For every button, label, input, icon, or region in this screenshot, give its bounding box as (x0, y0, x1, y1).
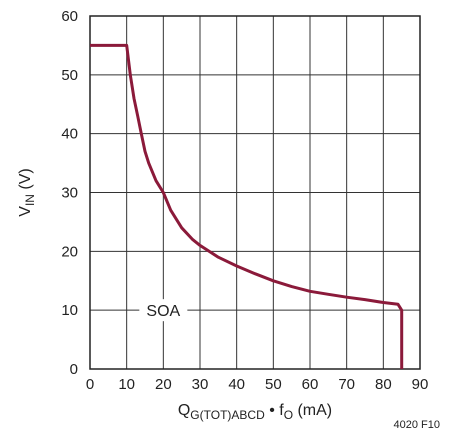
y-tick-label-30: 30 (61, 185, 78, 202)
x-tick-label-30: 30 (192, 376, 209, 393)
x-tick-label-80: 80 (375, 376, 392, 393)
plot-frame (89, 15, 421, 370)
x-tick-label-20: 20 (155, 376, 172, 393)
x-tick-label-70: 70 (338, 376, 355, 393)
x-tick-label-90: 90 (412, 376, 429, 393)
x-tick-label-0: 0 (86, 376, 94, 393)
figure-id: 4020 F10 (394, 419, 440, 431)
annotation-background-0 (139, 299, 188, 322)
x-axis-label: QG(TOT)ABCD • fO (mA) (178, 402, 332, 422)
y-tick-label-0: 0 (70, 361, 78, 378)
series-line-soa-boundary (90, 43, 404, 369)
annotations: SOA (139, 299, 188, 322)
y-tick-label-10: 10 (61, 302, 78, 319)
x-tick-label-60: 60 (302, 376, 319, 393)
tick-labels: 0 10 20 30 40 50 60 70 80 90 0 10 20 30 40 50 60 (61, 8, 428, 393)
x-tick-label-10: 10 (118, 376, 135, 393)
x-tick-label-50: 50 (265, 376, 282, 393)
annotation-soa: SOA (146, 303, 180, 320)
y-tick-label-60: 60 (61, 8, 78, 25)
y-tick-label-20: 20 (61, 243, 78, 260)
y-tick-label-40: 40 (61, 126, 78, 143)
x-tick-label-40: 40 (228, 376, 245, 393)
y-axis-label: VIN (V) (17, 168, 37, 216)
y-tick-label-50: 50 (61, 67, 78, 84)
